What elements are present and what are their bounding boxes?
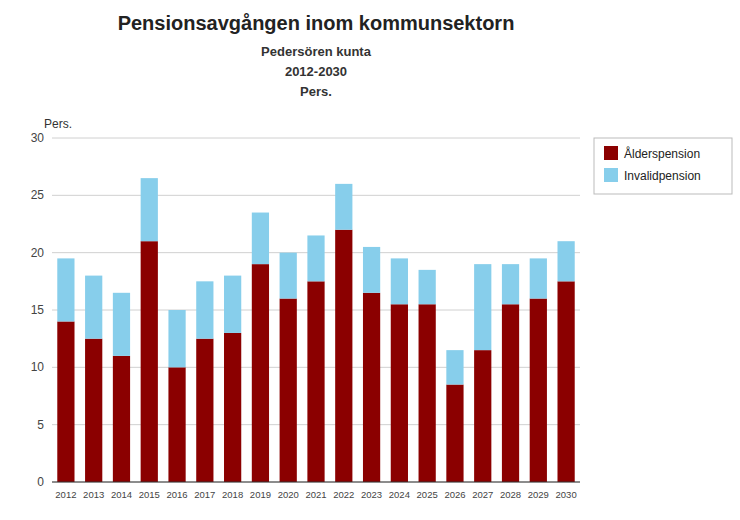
- bar: [113, 356, 130, 482]
- bar: [446, 385, 463, 482]
- x-tick-label: 2019: [250, 489, 271, 500]
- bar: [224, 333, 241, 482]
- x-tick-label: 2023: [361, 489, 382, 500]
- legend-swatch: [604, 168, 618, 182]
- legend-label: Invalidpension: [624, 169, 701, 183]
- bar: [85, 339, 102, 482]
- bar: [224, 276, 241, 333]
- x-axis: [52, 482, 580, 483]
- series: [57, 178, 574, 384]
- bar: [530, 299, 547, 482]
- bar: [307, 281, 324, 482]
- bar: [113, 293, 130, 356]
- bar: [419, 304, 436, 482]
- y-tick-label: 0: [37, 475, 44, 489]
- bar: [502, 264, 519, 304]
- bar: [474, 350, 491, 482]
- x-tick-label: 2015: [139, 489, 160, 500]
- x-tick-label: 2013: [83, 489, 104, 500]
- title: Pensionsavgången inom kommunsektorn: [118, 12, 515, 34]
- legend-swatch: [604, 146, 618, 160]
- x-tick-label: 2026: [444, 489, 465, 500]
- bar: [57, 321, 74, 482]
- grid-line: [52, 195, 580, 196]
- legend-label: Ålderspension: [624, 146, 700, 161]
- bar: [363, 293, 380, 482]
- bar: [168, 367, 185, 482]
- bar: [391, 304, 408, 482]
- x-tick-label: 2024: [389, 489, 410, 500]
- legend-box: [594, 138, 732, 194]
- bar: [280, 253, 297, 299]
- bar: [335, 230, 352, 482]
- bar: [280, 299, 297, 482]
- bar: [335, 184, 352, 230]
- bar: [196, 339, 213, 482]
- x-tick-label: 2020: [278, 489, 299, 500]
- y-tick-label: 30: [31, 131, 45, 145]
- subtitle: Pers.: [300, 84, 332, 99]
- y-tick-label: 5: [37, 418, 44, 432]
- y-axis-label: Pers.: [44, 117, 72, 131]
- y-tick-label: 15: [31, 303, 45, 317]
- bar: [391, 258, 408, 304]
- subtitle: Pedersören kunta: [261, 44, 372, 59]
- bar: [85, 276, 102, 339]
- x-tick-label: 2022: [333, 489, 354, 500]
- x-tick-label: 2021: [305, 489, 326, 500]
- bar: [474, 264, 491, 350]
- grid-line: [52, 138, 580, 139]
- series: [57, 230, 574, 482]
- bar: [252, 264, 269, 482]
- legend: Ålderspension Invalidpension: [594, 138, 732, 194]
- x-tick-label: 2028: [500, 489, 521, 500]
- x-tick-label: 2025: [417, 489, 438, 500]
- x-tick-label: 2030: [556, 489, 577, 500]
- bar: [419, 270, 436, 304]
- x-tick-label: 2029: [528, 489, 549, 500]
- bar: [557, 241, 574, 281]
- bar: [307, 235, 324, 281]
- bar: [252, 213, 269, 265]
- bar: [196, 281, 213, 338]
- x-tick-label: 2018: [222, 489, 243, 500]
- x-tick-label: 2017: [194, 489, 215, 500]
- bars: [57, 178, 574, 482]
- bar: [530, 258, 547, 298]
- bar: [57, 258, 74, 321]
- x-tick-label: 2016: [166, 489, 187, 500]
- bar: [363, 247, 380, 293]
- bar: [446, 350, 463, 384]
- x-tick-label: 2027: [472, 489, 493, 500]
- bar: [141, 241, 158, 482]
- grid-line: [52, 482, 580, 483]
- bar: [168, 310, 185, 367]
- x-tick-label: 2014: [111, 489, 132, 500]
- subtitle: 2012-2030: [285, 64, 347, 79]
- y-tick-label: 20: [31, 246, 45, 260]
- y-tick-label: 10: [31, 360, 45, 374]
- chart: Pensionsavgången inom kommunsektorn Peder…: [0, 0, 740, 520]
- grid: [52, 138, 580, 482]
- bar: [557, 281, 574, 482]
- bar: [141, 178, 158, 241]
- bar: [502, 304, 519, 482]
- y-tick-label: 25: [31, 188, 45, 202]
- x-tick-label: 2012: [55, 489, 76, 500]
